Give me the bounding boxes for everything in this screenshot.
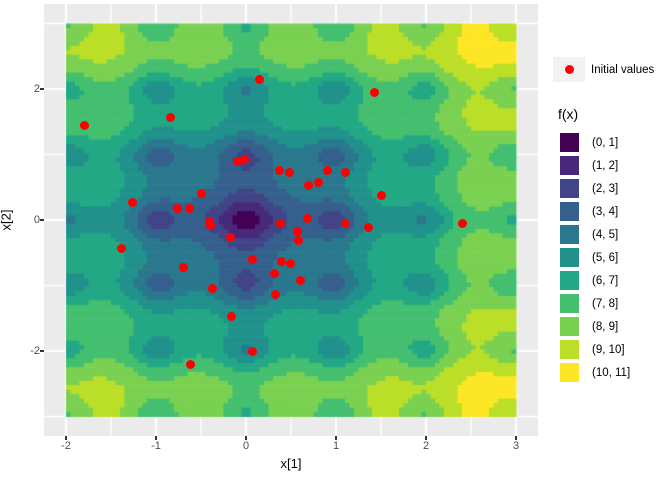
x-tick-mark (155, 436, 157, 440)
legend-bin-label: (4, 5] (592, 228, 619, 241)
legend-bin-label: (5, 6] (592, 251, 619, 264)
legend-color-swatch (560, 156, 579, 175)
y-axis-title: x[2] (0, 209, 14, 231)
legend-bin-label: (2, 3] (592, 182, 619, 195)
legend-bin-label: (9, 10] (592, 343, 625, 356)
filled-contour-panel (44, 4, 538, 436)
legend-points-label: Initial values (591, 63, 655, 76)
legend-bin-label: (0, 1] (592, 136, 619, 149)
legend-fill-title: f(x) (558, 106, 579, 122)
legend-bin-row: (6, 7] (553, 271, 668, 290)
legend-color-swatch (560, 271, 579, 290)
legend-bin-row: (0, 1] (553, 133, 668, 152)
legend-bin-row: (10, 11] (553, 363, 668, 382)
legend-key (553, 57, 585, 82)
legend-bin-label: (8, 9] (592, 320, 619, 333)
legend-color-swatch (560, 363, 579, 382)
x-tick-mark (335, 436, 337, 440)
y-tick-label: -2 (30, 345, 40, 357)
legend-initial-values: Initial values (553, 57, 668, 82)
legend-bin-row: (1, 2] (553, 156, 668, 175)
y-tick-label: 0 (33, 214, 40, 226)
x-tick-label: -1 (151, 440, 161, 452)
x-tick-mark (425, 436, 427, 440)
legend-bin-row: (2, 3] (553, 179, 668, 198)
x-tick-label: 1 (332, 440, 340, 452)
x-tick-mark (245, 436, 247, 440)
x-tick-label: 2 (422, 440, 430, 452)
legend-bin-row: (4, 5] (553, 225, 668, 244)
x-tick-mark (515, 436, 517, 440)
legend-bin-label: (1, 2] (592, 159, 619, 172)
x-tick-label: 0 (242, 440, 250, 452)
legend-bin-label: (7, 8] (592, 297, 619, 310)
legend-bin-row: (9, 10] (553, 340, 668, 359)
y-tick-label: 2 (33, 83, 40, 95)
legend-color-swatch (560, 225, 579, 244)
legend-color-swatch (560, 179, 579, 198)
legend-bin-label: (3, 4] (592, 205, 619, 218)
red-point-icon (564, 65, 574, 74)
x-tick-label: -2 (61, 440, 71, 452)
legend-bin-label: (10, 11] (592, 366, 631, 379)
legend-color-swatch (560, 340, 579, 359)
legend-bin-row: (5, 6] (553, 248, 668, 267)
legend-color-swatch (560, 248, 579, 267)
x-tick-mark (65, 436, 67, 440)
legend-bin-row: (7, 8] (553, 294, 668, 313)
legend-bin-row: (3, 4] (553, 202, 668, 221)
legend-color-swatch (560, 317, 579, 336)
legend-bins: (0, 1] (1, 2] (2, 3] (3, 4] (4, 5] (5, 6] (6, … (553, 133, 668, 382)
legend-color-swatch (560, 294, 579, 313)
x-axis-title: x[1] (280, 456, 302, 471)
legend-color-swatch (560, 133, 579, 152)
legend-bin-label: (6, 7] (592, 274, 619, 287)
x-tick-label: 3 (512, 440, 520, 452)
legend-bin-row: (8, 9] (553, 317, 668, 336)
legend: Initial values f(x) (0, 1] (1, 2] (2, 3] (3… (553, 57, 668, 386)
legend-color-swatch (560, 202, 579, 221)
